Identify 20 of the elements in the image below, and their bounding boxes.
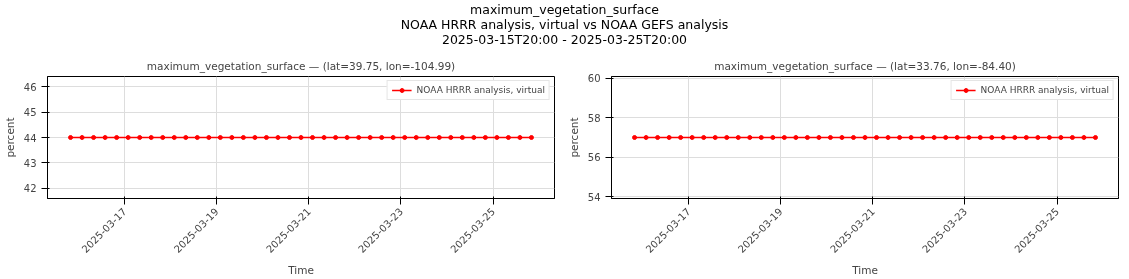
chart-title: maximum_vegetation_surface — (lat=33.76, lon=-84.40)	[714, 59, 1016, 73]
x-axis-title: Time	[287, 264, 314, 277]
y-tick-label: 44	[23, 132, 37, 144]
legend-label: NOAA HRRR analysis, virtual	[980, 85, 1109, 95]
y-tick-label: 42	[23, 183, 37, 195]
y-tick-label: 46	[23, 81, 37, 93]
y-tick-label: 54	[587, 191, 601, 203]
legend-label: NOAA HRRR analysis, virtual	[416, 85, 545, 95]
y-tick-label: 58	[587, 112, 601, 124]
text: 2025-03-15T20:00 - 2025-03-25T20:00	[441, 32, 688, 47]
y-tick-label: 45	[23, 107, 37, 119]
x-axis-title: Time	[851, 264, 878, 277]
text: NOAA HRRR analysis, virtual vs NOAA GEFS analysis	[400, 17, 729, 32]
y-tick-label: 43	[23, 157, 37, 169]
y-tick-label: 60	[587, 73, 601, 85]
y-tick-label: 56	[587, 152, 601, 164]
y-axis-title: percent	[3, 117, 16, 158]
chart-title: maximum_vegetation_surface — (lat=39.75, lon=-104.99)	[146, 59, 456, 73]
text: maximum_vegetation_surface	[470, 2, 659, 17]
y-axis-title: percent	[567, 117, 580, 158]
